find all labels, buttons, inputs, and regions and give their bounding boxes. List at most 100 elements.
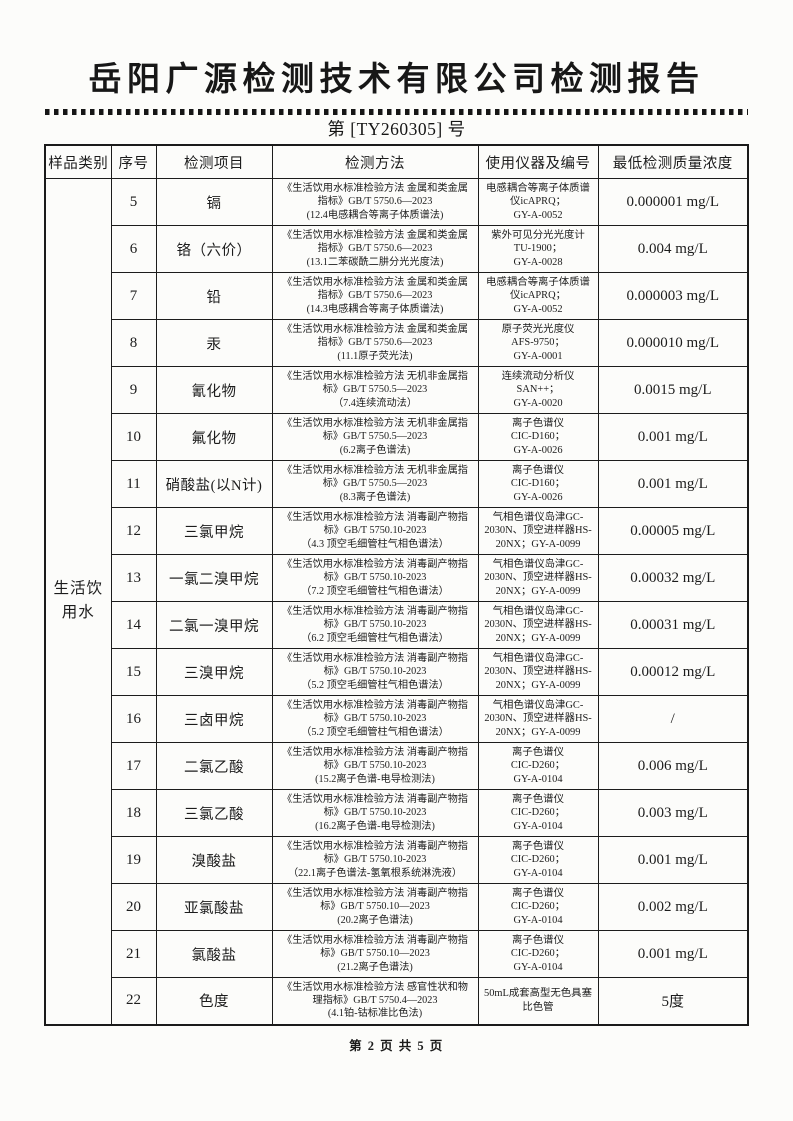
test-method: 《生活饮用水标准检验方法 消毒副产物指 标》GB/T 5750.10-2023 …: [271, 507, 479, 555]
test-method: 《生活饮用水标准检验方法 金属和类金属 指标》GB/T 5750.6—2023 …: [271, 178, 479, 226]
test-method: 《生活饮用水标准检验方法 无机非金属指 标》GB/T 5750.5—2023 （…: [271, 366, 479, 414]
dotted-divider: [45, 109, 748, 115]
table-row: 16 三卤甲烷 《生活饮用水标准检验方法 消毒副产物指 标》GB/T 5750.10…: [45, 695, 749, 743]
detection-limit: 0.004 mg/L: [597, 225, 749, 273]
row-number: 19: [110, 836, 157, 884]
sample-category-cell: 生活饮用水: [44, 178, 112, 1025]
test-method: 《生活饮用水标准检验方法 消毒副产物指 标》GB/T 5750.10—2023 …: [271, 883, 479, 931]
detection-limit: 0.001 mg/L: [597, 460, 749, 508]
detection-limit: 0.001 mg/L: [597, 836, 749, 884]
row-number: 20: [110, 883, 157, 931]
instrument: 气相色谱仪岛津GC- 2030N、顶空进样器HS- 20NX；GY-A-0099: [477, 648, 599, 696]
detection-limit: 5度: [597, 977, 749, 1025]
header-test-method: 检测方法: [271, 144, 479, 179]
instrument: 离子色谱仪 CIC-D260； GY-A-0104: [477, 789, 599, 837]
detection-limit: 0.00012 mg/L: [597, 648, 749, 696]
instrument: 原子荧光光度仪 AFS-9750； GY-A-0001: [477, 319, 599, 367]
test-method: 《生活饮用水标准检验方法 消毒副产物指 标》GB/T 5750.10-2023 …: [271, 789, 479, 837]
row-number: 5: [110, 178, 157, 226]
test-item: 三氯甲烷: [155, 507, 273, 555]
row-number: 9: [110, 366, 157, 414]
instrument: 气相色谱仪岛津GC- 2030N、顶空进样器HS- 20NX；GY-A-0099: [477, 507, 599, 555]
row-number: 11: [110, 460, 157, 508]
test-item: 铅: [155, 272, 273, 320]
row-number: 8: [110, 319, 157, 367]
row-number: 12: [110, 507, 157, 555]
detection-limit: 0.003 mg/L: [597, 789, 749, 837]
test-item: 二氯乙酸: [155, 742, 273, 790]
test-item: 二氯一溴甲烷: [155, 601, 273, 649]
instrument: 气相色谱仪岛津GC- 2030N、顶空进样器HS- 20NX；GY-A-0099: [477, 554, 599, 602]
detection-limit: 0.001 mg/L: [597, 413, 749, 461]
table-row: 9 氰化物 《生活饮用水标准检验方法 无机非金属指 标》GB/T 5750.5—20…: [45, 366, 749, 414]
table-row: 18 三氯乙酸 《生活饮用水标准检验方法 消毒副产物指 标》GB/T 5750.10…: [45, 789, 749, 837]
test-item: 溴酸盐: [155, 836, 273, 884]
detection-limit: 0.00005 mg/L: [597, 507, 749, 555]
page-footer: 第 2 页 共 5 页: [349, 1038, 444, 1053]
instrument: 连续流动分析仪 SAN++； GY-A-0020: [477, 366, 599, 414]
table-row: 生活饮用水 5 镉《生活饮用水标准检验方法 金属和类金属 指标》GB/T 5750.…: [44, 178, 749, 1025]
test-report-table: 样品类别 序号 检测项目 检测方法 使用仪器及编号 最低检测质量浓度 生活饮用水…: [44, 144, 749, 1026]
test-method: 《生活饮用水标准检验方法 无机非金属指 标》GB/T 5750.5—2023 (…: [271, 460, 479, 508]
row-number: 18: [110, 789, 157, 837]
table-row: 22 色度 《生活饮用水标准检验方法 感官性状和物 理指标》GB/T 5750.4—…: [45, 977, 749, 1025]
test-item: 铬（六价）: [155, 225, 273, 273]
test-item: 氰化物: [155, 366, 273, 414]
test-method: 《生活饮用水标准检验方法 金属和类金属 指标》GB/T 5750.6—2023 …: [271, 319, 479, 367]
test-method: 《生活饮用水标准检验方法 金属和类金属 指标》GB/T 5750.6—2023 …: [271, 225, 479, 273]
instrument: 气相色谱仪岛津GC- 2030N、顶空进样器HS- 20NX；GY-A-0099: [477, 695, 599, 743]
test-method: 《生活饮用水标准检验方法 感官性状和物 理指标》GB/T 5750.4—2023…: [271, 977, 479, 1025]
table-row: 8 汞《生活饮用水标准检验方法 金属和类金属 指标》GB/T 5750.6—202…: [45, 319, 749, 367]
header-sample-category: 样品类别: [44, 144, 112, 179]
detection-limit: 0.00032 mg/L: [597, 554, 749, 602]
row-number: 21: [110, 930, 157, 978]
report-number: 第 [TY260305] 号: [327, 119, 466, 139]
row-number: 7: [110, 272, 157, 320]
test-item: 镉: [155, 178, 273, 226]
instrument: 离子色谱仪 CIC-D260； GY-A-0104: [477, 883, 599, 931]
instrument: 离子色谱仪 CIC-D260； GY-A-0104: [477, 930, 599, 978]
test-item: 三卤甲烷: [155, 695, 273, 743]
table-row: 15 三溴甲烷 《生活饮用水标准检验方法 消毒副产物指 标》GB/T 5750.10…: [45, 648, 749, 696]
test-method: 《生活饮用水标准检验方法 消毒副产物指 标》GB/T 5750.10-2023 …: [271, 695, 479, 743]
table-row: 6 铬（六价） 《生活饮用水标准检验方法 金属和类金属 指标》GB/T 5750.6…: [45, 225, 749, 273]
detection-limit: 0.002 mg/L: [597, 883, 749, 931]
test-item: 硝酸盐(以N计): [155, 460, 273, 508]
table-row: 12 三氯甲烷 《生活饮用水标准检验方法 消毒副产物指 标》GB/T 5750.10…: [45, 507, 749, 555]
header-instrument: 使用仪器及编号: [477, 144, 599, 179]
test-method: 《生活饮用水标准检验方法 消毒副产物指 标》GB/T 5750.10-2023 …: [271, 836, 479, 884]
test-method: 《生活饮用水标准检验方法 消毒副产物指 标》GB/T 5750.10-2023 …: [271, 601, 479, 649]
row-number: 6: [110, 225, 157, 273]
detection-limit: 0.000001 mg/L: [597, 178, 749, 226]
header-test-item: 检测项目: [155, 144, 273, 179]
detection-limit: 0.000010 mg/L: [597, 319, 749, 367]
row-number: 16: [110, 695, 157, 743]
detection-limit: /: [597, 695, 749, 743]
test-item: 三溴甲烷: [155, 648, 273, 696]
table-header-row: 样品类别 序号 检测项目 检测方法 使用仪器及编号 最低检测质量浓度: [44, 144, 749, 179]
instrument: 气相色谱仪岛津GC- 2030N、顶空进样器HS- 20NX；GY-A-0099: [477, 601, 599, 649]
table-row: 17 二氯乙酸 《生活饮用水标准检验方法 消毒副产物指 标》GB/T 5750.10…: [45, 742, 749, 790]
row-number: 10: [110, 413, 157, 461]
table-row: 14 二氯一溴甲烷 《生活饮用水标准检验方法 消毒副产物指 标》GB/T 5750.…: [45, 601, 749, 649]
test-method: 《生活饮用水标准检验方法 消毒副产物指 标》GB/T 5750.10-2023 …: [271, 554, 479, 602]
test-item: 亚氯酸盐: [155, 883, 273, 931]
test-item: 汞: [155, 319, 273, 367]
instrument: 离子色谱仪 CIC-D260； GY-A-0104: [477, 836, 599, 884]
test-method: 《生活饮用水标准检验方法 消毒副产物指 标》GB/T 5750.10—2023 …: [271, 930, 479, 978]
detection-limit: 0.001 mg/L: [597, 930, 749, 978]
test-item: 三氯乙酸: [155, 789, 273, 837]
test-method: 《生活饮用水标准检验方法 消毒副产物指 标》GB/T 5750.10-2023 …: [271, 742, 479, 790]
instrument: 离子色谱仪 CIC-D160； GY-A-0026: [477, 413, 599, 461]
instrument: 离子色谱仪 CIC-D160； GY-A-0026: [477, 460, 599, 508]
instrument: 紫外可见分光光度计 TU-1900； GY-A-0028: [477, 225, 599, 273]
page-title: 岳阳广源检测技术有限公司检测报告: [88, 60, 705, 97]
instrument: 离子色谱仪 CIC-D260； GY-A-0104: [477, 742, 599, 790]
test-method: 《生活饮用水标准检验方法 消毒副产物指 标》GB/T 5750.10-2023 …: [271, 648, 479, 696]
header-detection-limit: 最低检测质量浓度: [597, 144, 749, 179]
table-row: 20 亚氯酸盐 《生活饮用水标准检验方法 消毒副产物指 标》GB/T 5750.10…: [45, 883, 749, 931]
header-serial-number: 序号: [110, 144, 157, 179]
test-method: 《生活饮用水标准检验方法 无机非金属指 标》GB/T 5750.5—2023 (…: [271, 413, 479, 461]
detection-limit: 0.006 mg/L: [597, 742, 749, 790]
